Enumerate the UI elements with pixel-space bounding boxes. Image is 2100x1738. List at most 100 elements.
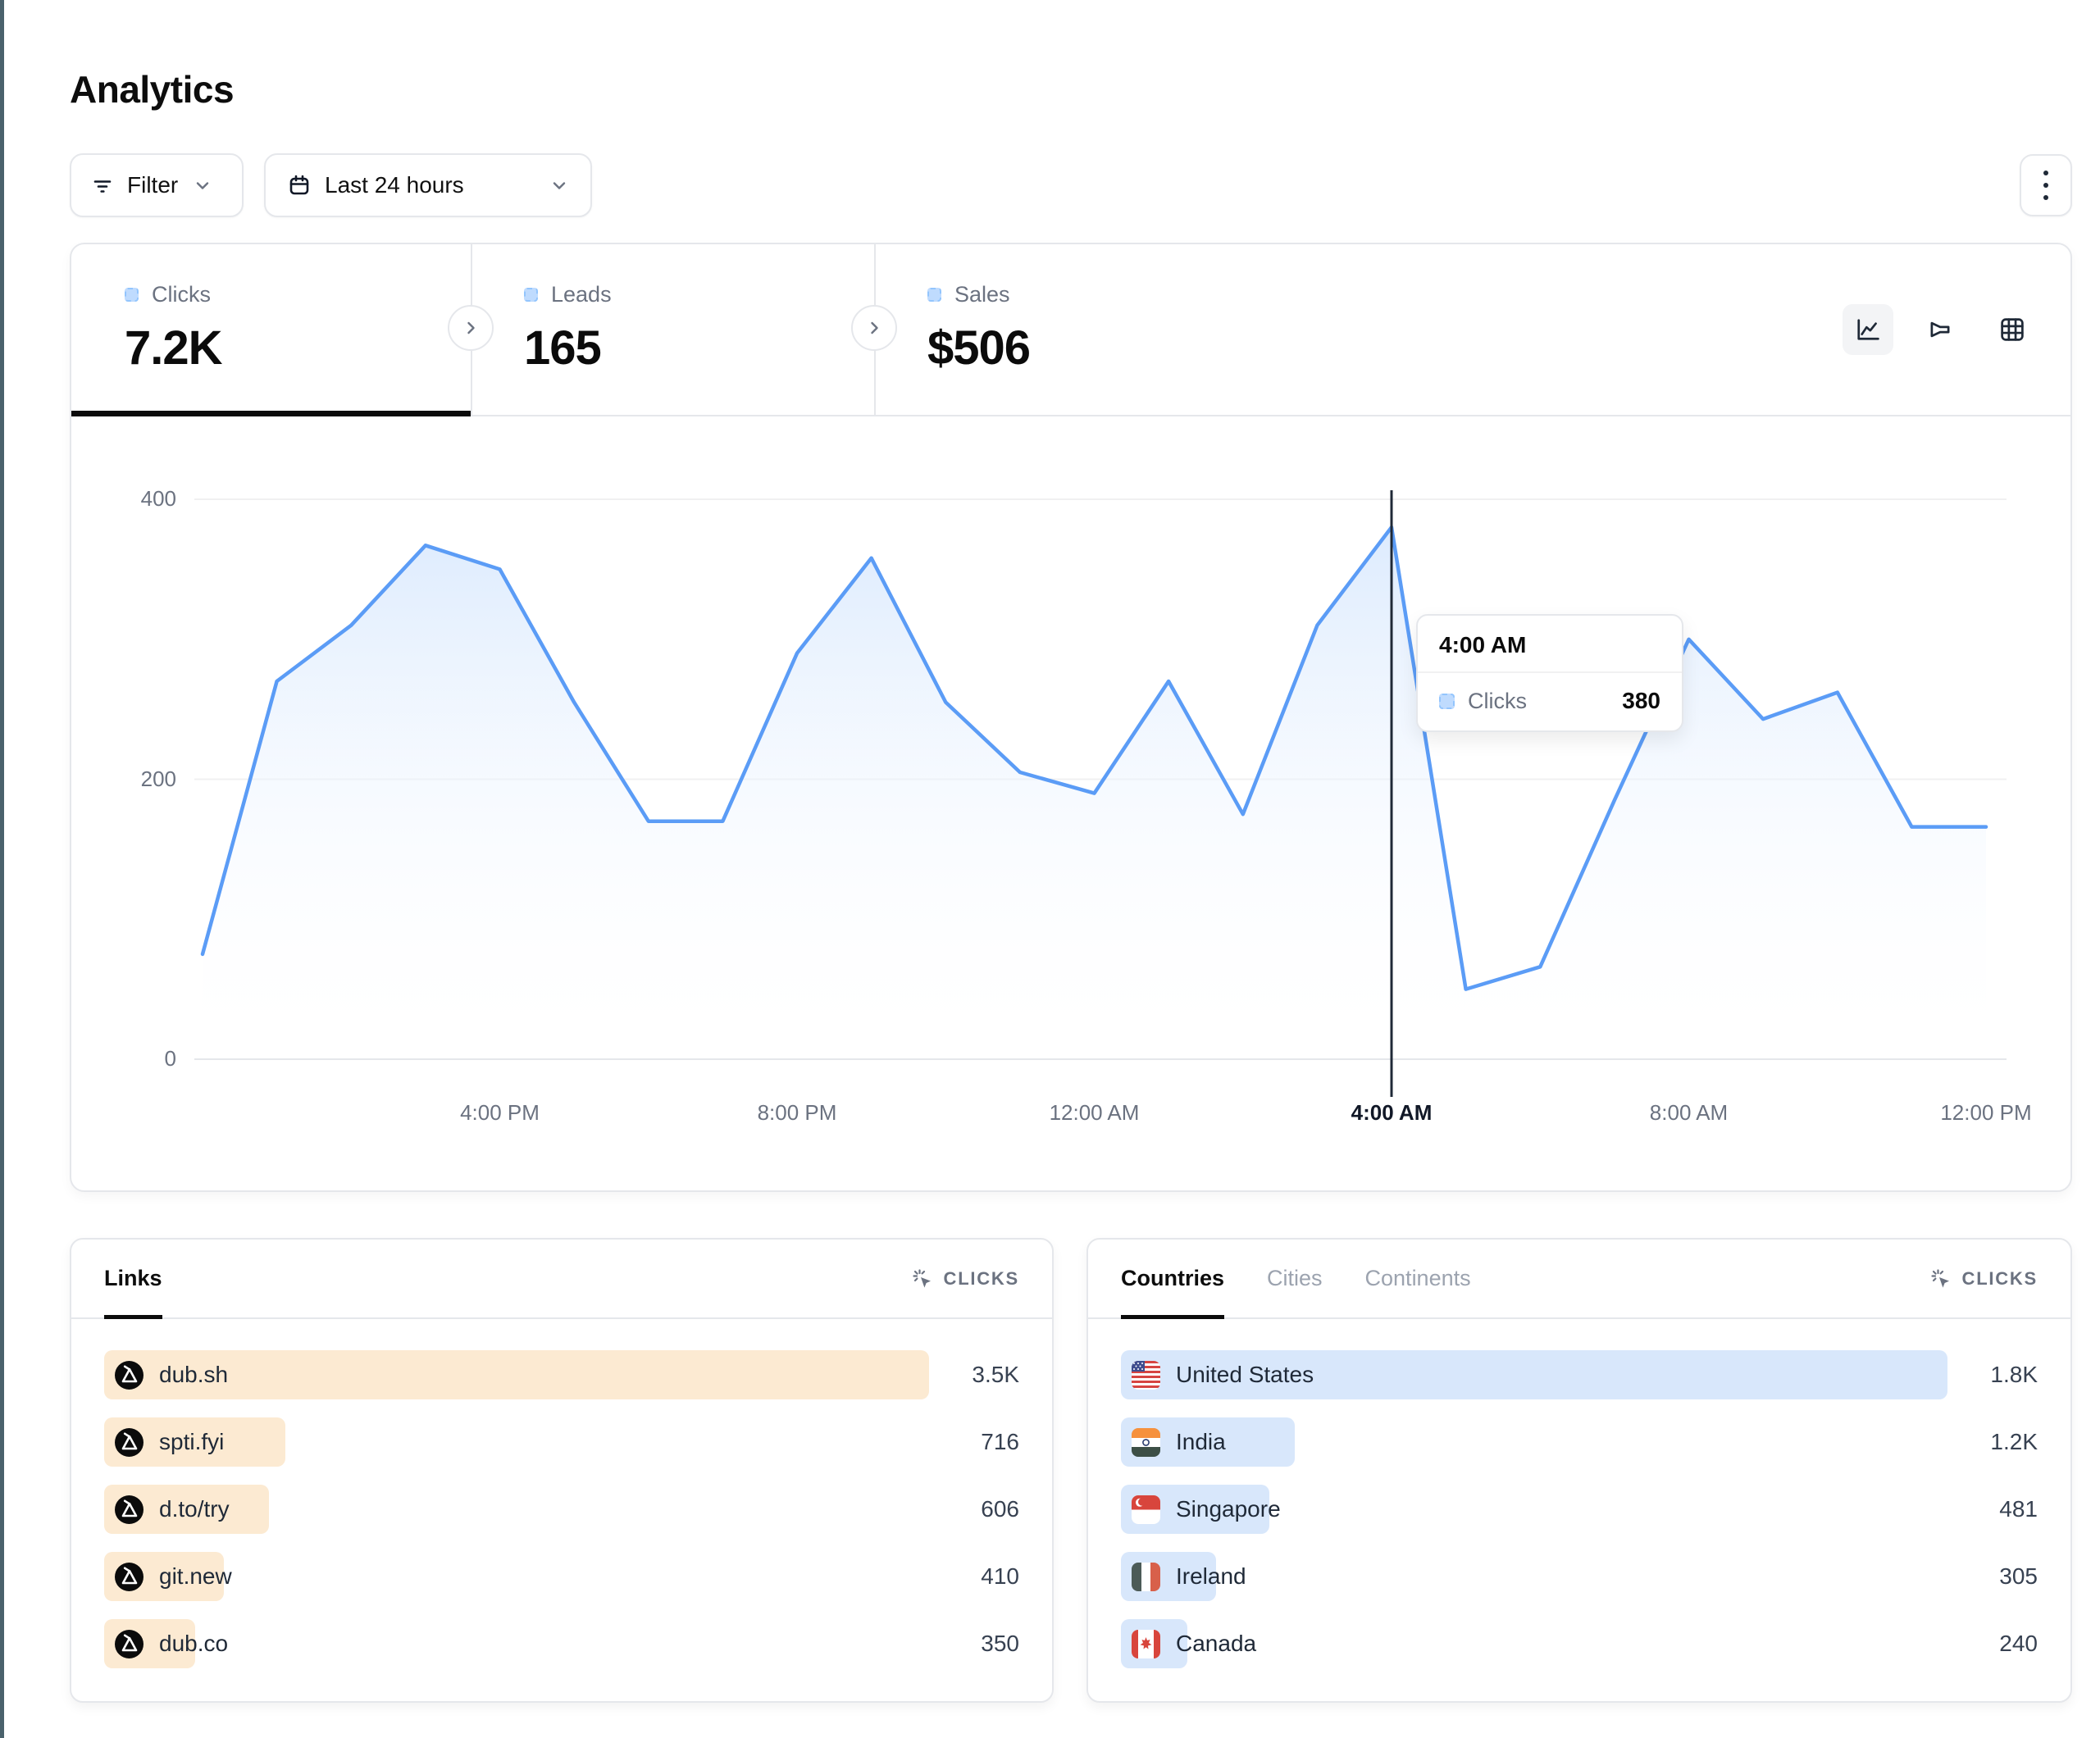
filter-button[interactable]: Filter	[70, 153, 244, 217]
tab-leads[interactable]: Leads 165	[471, 244, 874, 415]
x-axis-tick-label: 12:00 AM	[1049, 1100, 1140, 1125]
countries-metric[interactable]: CLICKS	[1929, 1267, 2038, 1290]
countries-panel: Countries Cities Continents CLICKS Unite…	[1086, 1238, 2072, 1703]
country-clicks-value: 1.8K	[1990, 1362, 2038, 1387]
x-axis-tick-label: 8:00 AM	[1649, 1100, 1729, 1125]
tab-cities[interactable]: Cities	[1267, 1266, 1323, 1290]
country-row[interactable]: India 1.2K	[1121, 1417, 2038, 1467]
active-tab-underline	[71, 411, 471, 416]
tab-sales[interactable]: Sales $506	[874, 244, 1284, 415]
tab-countries[interactable]: Countries	[1121, 1240, 1225, 1319]
link-label: git.new	[159, 1563, 232, 1589]
link-bar-zone: dub.co	[104, 1619, 929, 1668]
dub-logo-icon	[115, 1495, 143, 1524]
y-axis-tick-label: 200	[140, 766, 176, 791]
stat-value: 165	[524, 321, 602, 375]
link-bar-zone: spti.fyi	[104, 1417, 929, 1467]
tooltip-time: 4:00 AM	[1418, 616, 1682, 673]
country-row[interactable]: Canada 240	[1121, 1619, 2038, 1668]
tooltip-value: 380	[1622, 688, 1660, 713]
more-options-button[interactable]	[2020, 154, 2072, 216]
country-flag-icon	[1132, 1427, 1160, 1457]
stat-value: 7.2K	[125, 321, 223, 375]
country-label: Singapore	[1176, 1496, 1281, 1522]
date-range-button[interactable]: Last 24 hours	[264, 153, 592, 217]
link-row[interactable]: git.new 410	[104, 1552, 1019, 1601]
chevron-down-icon	[549, 175, 569, 195]
link-bar-zone: d.to/try	[104, 1485, 929, 1534]
links-panel: Links CLICKS dub.sh 3.5K	[70, 1238, 1054, 1703]
stat-label: Sales	[954, 282, 1010, 307]
link-row[interactable]: spti.fyi 716	[104, 1417, 1019, 1467]
country-flag-icon	[1132, 1629, 1160, 1658]
funnel-chart-icon	[1930, 321, 1950, 338]
chevron-down-icon	[193, 175, 212, 195]
links-metric-label: CLICKS	[943, 1267, 1019, 1289]
tooltip-series-label: Clicks	[1468, 688, 1527, 713]
link-bar	[104, 1350, 929, 1399]
area-chart-canvas	[194, 490, 2007, 1097]
x-axis-tick-label: 12:00 PM	[1940, 1100, 2032, 1125]
link-label: spti.fyi	[159, 1429, 225, 1454]
link-row[interactable]: dub.co 350	[104, 1619, 1019, 1668]
link-clicks-value: 716	[981, 1429, 1019, 1454]
expand-clicks-button[interactable]	[448, 305, 494, 351]
links-metric[interactable]: CLICKS	[911, 1267, 1019, 1290]
link-row[interactable]: d.to/try 606	[104, 1485, 1019, 1534]
link-label: dub.sh	[159, 1362, 229, 1387]
chevron-right-icon	[871, 321, 878, 334]
country-row[interactable]: United States 1.8K	[1121, 1350, 2038, 1399]
kebab-menu-icon	[2043, 171, 2048, 200]
country-label: Canada	[1176, 1631, 1257, 1656]
area-fill	[203, 527, 1986, 1059]
x-axis-tick-label: 4:00 AM	[1351, 1100, 1433, 1125]
clicks-timeseries-chart[interactable]: 400 200 0 4:00 PM 8:00 PM 12:00 AM 4:00 AM 8:0…	[71, 415, 2070, 1190]
funnel-chart-toggle-button[interactable]	[1915, 304, 1966, 355]
dub-logo-icon	[115, 1562, 143, 1591]
dub-logo-icon	[115, 1427, 143, 1457]
stat-label: Leads	[551, 282, 612, 307]
page-title: Analytics	[70, 68, 235, 111]
countries-list: United States 1.8K India 1.2K	[1088, 1319, 2070, 1668]
line-chart-toggle-button[interactable]	[1843, 304, 1893, 355]
dub-logo-icon	[115, 1360, 143, 1390]
expand-leads-button[interactable]	[851, 305, 897, 351]
country-bar	[1121, 1350, 1947, 1399]
link-label: d.to/try	[159, 1496, 230, 1522]
link-row[interactable]: dub.sh 3.5K	[104, 1350, 1019, 1399]
countries-metric-label: CLICKS	[1961, 1267, 2038, 1289]
stat-value: $506	[927, 321, 1031, 375]
cursor-click-icon	[912, 1268, 931, 1288]
link-clicks-value: 3.5K	[972, 1362, 1019, 1387]
stats-header: Clicks 7.2K Leads 165 Sales $506	[71, 244, 2070, 416]
dub-logo-icon	[115, 1629, 143, 1658]
table-view-toggle-button[interactable]	[1987, 304, 2038, 355]
link-bar-zone: git.new	[104, 1552, 929, 1601]
country-clicks-value: 305	[1999, 1563, 2038, 1589]
x-axis-tick-label: 8:00 PM	[757, 1100, 837, 1125]
tooltip-series-marker-icon	[1439, 693, 1455, 709]
calendar-icon	[287, 173, 312, 198]
link-bar-zone: dub.sh	[104, 1350, 929, 1399]
clicks-line	[200, 525, 1988, 991]
link-label: dub.co	[159, 1631, 229, 1656]
tab-clicks[interactable]: Clicks 7.2K	[71, 244, 471, 415]
country-clicks-value: 481	[1999, 1496, 2038, 1522]
country-label: United States	[1176, 1362, 1314, 1387]
country-row[interactable]: Singapore 481	[1121, 1485, 2038, 1534]
link-clicks-value: 410	[981, 1563, 1019, 1589]
line-chart-icon	[1857, 319, 1879, 340]
cursor-click-icon	[1930, 1268, 1949, 1288]
countries-panel-header: Countries Cities Continents CLICKS	[1088, 1240, 2070, 1319]
link-clicks-value: 350	[981, 1631, 1019, 1656]
country-row[interactable]: Ireland 305	[1121, 1552, 2038, 1601]
chart-tooltip: 4:00 AM Clicks 380	[1416, 614, 1683, 732]
table-grid-icon	[2001, 318, 2024, 341]
country-flag-icon	[1132, 1360, 1160, 1390]
tab-continents[interactable]: Continents	[1364, 1266, 1471, 1290]
tab-links[interactable]: Links	[104, 1240, 162, 1319]
country-flag-icon	[1132, 1495, 1160, 1524]
country-bar-zone: Ireland	[1121, 1552, 1947, 1601]
country-bar-zone: United States	[1121, 1350, 1947, 1399]
